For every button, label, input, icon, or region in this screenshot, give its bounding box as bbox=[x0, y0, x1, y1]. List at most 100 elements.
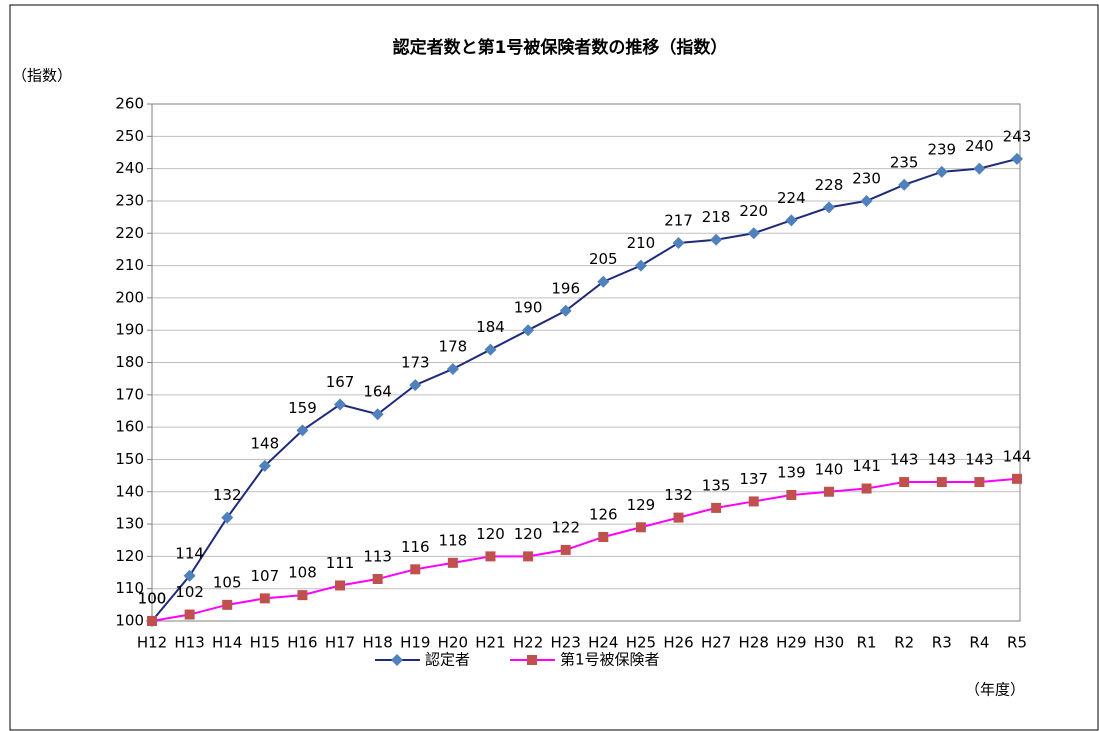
y-tick-label: 220 bbox=[115, 224, 144, 242]
legend-marker bbox=[527, 655, 537, 665]
data-label: 140 bbox=[815, 460, 844, 478]
marker bbox=[296, 424, 309, 437]
data-label: 139 bbox=[777, 463, 806, 481]
x-tick-label: H27 bbox=[701, 634, 731, 652]
data-label: 120 bbox=[476, 525, 505, 543]
marker bbox=[747, 227, 760, 240]
x-axis-label: （年度） bbox=[965, 681, 1025, 699]
marker bbox=[410, 564, 421, 575]
y-tick-label: 200 bbox=[115, 288, 144, 306]
data-label: 129 bbox=[627, 496, 656, 514]
marker bbox=[258, 459, 271, 472]
x-tick-label: R1 bbox=[857, 634, 877, 652]
x-tick-label: H29 bbox=[776, 634, 806, 652]
marker bbox=[335, 580, 346, 591]
marker bbox=[973, 162, 986, 175]
legend-label: 第1号被保険者 bbox=[560, 651, 660, 669]
legend-marker bbox=[391, 654, 403, 666]
marker bbox=[786, 489, 797, 500]
marker bbox=[522, 324, 535, 337]
marker bbox=[710, 233, 723, 246]
data-label: 228 bbox=[815, 176, 844, 194]
data-label: 132 bbox=[213, 486, 242, 504]
data-label: 126 bbox=[589, 505, 618, 523]
marker bbox=[334, 398, 347, 411]
data-label: 135 bbox=[702, 476, 731, 494]
marker bbox=[711, 502, 722, 513]
data-label: 239 bbox=[927, 140, 956, 158]
data-label: 184 bbox=[476, 318, 505, 336]
data-label: 217 bbox=[664, 211, 693, 229]
x-tick-label: H21 bbox=[475, 634, 505, 652]
data-label: 144 bbox=[1003, 447, 1032, 465]
data-label: 224 bbox=[777, 189, 806, 207]
marker bbox=[259, 593, 270, 604]
data-label: 116 bbox=[401, 538, 430, 556]
marker bbox=[898, 178, 911, 191]
y-tick-label: 140 bbox=[115, 482, 144, 500]
x-tick-label: H24 bbox=[588, 634, 618, 652]
data-label: 210 bbox=[627, 234, 656, 252]
data-label: 148 bbox=[251, 434, 280, 452]
x-tick-label: H18 bbox=[362, 634, 392, 652]
marker bbox=[372, 573, 383, 584]
marker bbox=[297, 590, 308, 601]
y-tick-label: 210 bbox=[115, 256, 144, 274]
data-label: 118 bbox=[439, 531, 468, 549]
data-label: 143 bbox=[965, 451, 994, 469]
marker bbox=[484, 343, 497, 356]
y-tick-label: 170 bbox=[115, 385, 144, 403]
marker bbox=[1012, 473, 1022, 484]
x-tick-label: H19 bbox=[400, 634, 430, 652]
x-tick-label: H22 bbox=[513, 634, 543, 652]
data-label: 235 bbox=[890, 153, 919, 171]
y-tick-label: 130 bbox=[115, 515, 144, 533]
data-label: 159 bbox=[288, 399, 317, 417]
y-tick-label: 150 bbox=[115, 450, 144, 468]
marker bbox=[597, 275, 610, 288]
data-label: 164 bbox=[363, 383, 392, 401]
y-tick-label: 110 bbox=[115, 579, 144, 597]
data-label: 100 bbox=[138, 590, 167, 608]
marker bbox=[222, 599, 233, 610]
data-label: 218 bbox=[702, 208, 731, 226]
marker bbox=[748, 496, 759, 507]
marker bbox=[936, 477, 947, 488]
y-tick-label: 250 bbox=[115, 127, 144, 145]
series-line bbox=[151, 477, 1018, 622]
marker bbox=[974, 477, 985, 488]
x-tick-label: R2 bbox=[894, 634, 914, 652]
x-tick-label: H12 bbox=[137, 634, 167, 652]
marker bbox=[861, 483, 872, 494]
marker bbox=[409, 379, 422, 392]
y-tick-label: 230 bbox=[115, 191, 144, 209]
y-tick-label: 120 bbox=[115, 547, 144, 565]
y-tick-label: 190 bbox=[115, 321, 144, 339]
data-label: 122 bbox=[551, 518, 580, 536]
marker bbox=[221, 511, 234, 524]
data-label: 137 bbox=[739, 470, 768, 488]
marker bbox=[785, 214, 798, 227]
x-tick-label: H14 bbox=[212, 634, 242, 652]
data-label: 230 bbox=[852, 169, 881, 187]
x-tick-label: H16 bbox=[287, 634, 317, 652]
x-tick-label: H20 bbox=[438, 634, 468, 652]
data-label: 141 bbox=[852, 457, 881, 475]
data-label: 105 bbox=[213, 573, 242, 591]
y-tick-label: 160 bbox=[115, 418, 144, 436]
x-tick-label: H13 bbox=[174, 634, 204, 652]
x-tick-label: R4 bbox=[969, 634, 989, 652]
data-label: 120 bbox=[514, 525, 543, 543]
data-label: 132 bbox=[664, 486, 693, 504]
series-line bbox=[151, 157, 1018, 622]
marker bbox=[559, 304, 572, 317]
legend-label: 認定者 bbox=[425, 651, 470, 669]
marker bbox=[860, 194, 873, 207]
marker bbox=[672, 236, 685, 249]
marker bbox=[147, 616, 157, 626]
data-label: 108 bbox=[288, 564, 317, 582]
marker bbox=[634, 259, 647, 272]
marker bbox=[560, 544, 571, 555]
y-tick-label: 240 bbox=[115, 159, 144, 177]
